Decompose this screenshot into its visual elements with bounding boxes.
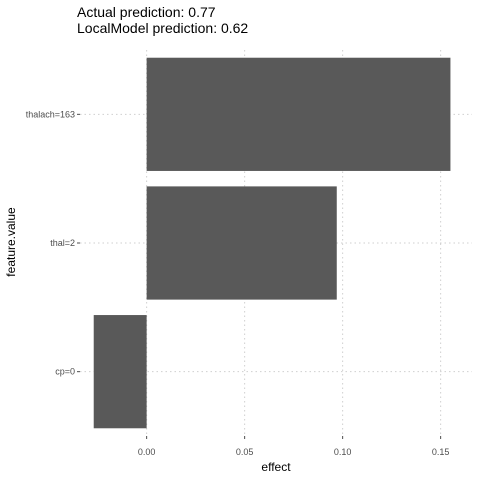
x-tick-label: 0.00 [138,447,156,457]
bars [93,57,451,429]
x-tick-label: 0.15 [432,447,450,457]
bar-thalach-163 [146,57,451,171]
x-axis-ticks: 0.00 0.05 0.10 0.15 [138,436,450,457]
chart-title-line-2: LocalModel prediction: 0.62 [77,20,248,36]
y-axis-ticks: thalach=163 thal=2 cp=0 [26,109,80,377]
y-tick-label: thal=2 [50,238,75,248]
y-tick-label: cp=0 [55,367,75,377]
y-axis-title: feature.value [4,207,18,277]
x-axis-title: effect [261,460,291,474]
chart-title-line-1: Actual prediction: 0.77 [77,4,216,20]
x-tick-label: 0.10 [334,447,352,457]
bar-thal-2 [146,186,337,300]
y-tick-label: thalach=163 [26,109,75,119]
x-tick-label: 0.05 [236,447,254,457]
bar-cp-0 [93,315,147,429]
